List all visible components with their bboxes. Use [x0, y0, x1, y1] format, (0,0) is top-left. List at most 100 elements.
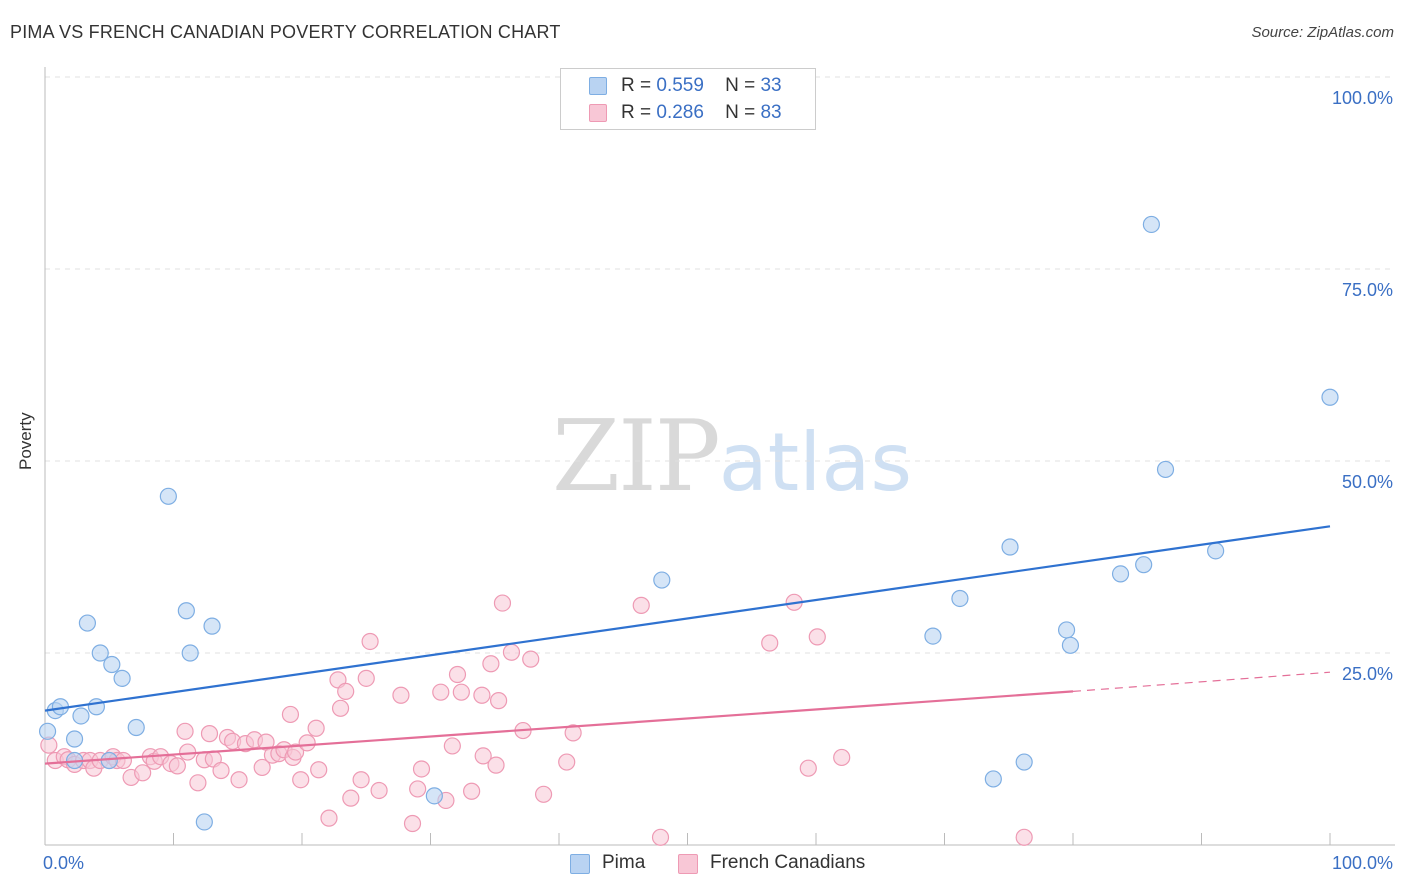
pima-point — [653, 571, 671, 589]
watermark: ZIPatlas — [552, 400, 912, 514]
french-canadians-point — [409, 780, 427, 798]
r-label: R = — [621, 102, 652, 123]
y-tick-label: 100.0% — [1332, 88, 1393, 108]
french-canadians-point — [337, 682, 355, 701]
french-canadians-point — [253, 758, 271, 777]
french-canadians-point — [474, 747, 492, 765]
french-canadians-point — [761, 634, 779, 652]
french-canadians-point — [292, 771, 310, 789]
pima-point — [924, 627, 942, 645]
french-canadians-point — [342, 789, 360, 807]
x-tick-label: 0.0% — [43, 853, 84, 873]
french-canadians-point — [361, 632, 379, 651]
y-tick-label: 25.0% — [1342, 664, 1393, 684]
pima-point — [181, 644, 199, 662]
pima-swatch — [570, 854, 590, 874]
french-canadians-point — [473, 686, 491, 704]
french-canadians-point — [134, 764, 152, 782]
french-canadians-point — [482, 655, 500, 673]
pima-point — [425, 787, 443, 805]
french-legend-label: French Canadians — [710, 852, 866, 873]
french-canadians-point — [320, 809, 338, 827]
french-swatch — [678, 854, 698, 874]
french-canadians-point — [189, 774, 207, 792]
pima-point — [951, 589, 969, 608]
french-canadians-point — [799, 759, 817, 777]
french-canadians-point — [448, 665, 467, 684]
tick-labels: 25.0% 50.0% 75.0% 100.0% 0.0% 100.0% — [43, 88, 1393, 873]
pima-point — [78, 614, 97, 632]
french-canadians-point — [200, 725, 219, 743]
pima-point — [1156, 460, 1175, 479]
chart-title: PIMA VS FRENCH CANADIAN POVERTY CORRELAT… — [10, 22, 561, 42]
n-label: N = — [725, 102, 756, 123]
pima-point — [203, 617, 221, 635]
french-swatch — [589, 104, 607, 122]
french-canadians-point — [281, 705, 300, 724]
pima-point — [127, 718, 145, 737]
pima-point — [1015, 753, 1033, 771]
french-canadians-trend-extension — [1072, 671, 1331, 692]
pima-point — [1142, 215, 1160, 234]
pima-point — [113, 669, 131, 687]
french-canadians-point — [392, 686, 410, 704]
pima-point — [103, 655, 121, 674]
x-tick-label: 100.0% — [1332, 853, 1393, 873]
pima-point — [87, 698, 106, 716]
french-canadians-point — [357, 669, 375, 687]
pima-point — [1207, 542, 1225, 560]
french-canadians-point — [808, 628, 826, 646]
pima-point — [984, 770, 1002, 788]
french-canadians-point — [502, 643, 521, 661]
french-canadians-point — [463, 782, 481, 800]
french-canadians-point — [370, 781, 388, 800]
n-label: N = — [725, 75, 756, 96]
french-canadians-point — [452, 683, 470, 701]
french-canadians-point — [286, 743, 305, 761]
french-canadians-point — [403, 814, 422, 833]
french-canadians-point — [432, 683, 450, 701]
r-label: R = — [621, 75, 652, 96]
french-canadians-point — [522, 650, 540, 668]
french-n-value: 83 — [760, 102, 782, 123]
axes — [44, 67, 1395, 846]
y-axis-label: Poverty — [16, 412, 35, 470]
correlation-legend: R = 0.559 N = 33 R = 0.286 N = 83 — [560, 68, 816, 130]
french-canadians-point — [331, 699, 350, 717]
french-canadians-point — [412, 760, 431, 778]
watermark-atlas: atlas — [718, 416, 913, 509]
french-canadians-point — [168, 757, 186, 775]
pima-point — [38, 722, 57, 740]
gridlines — [45, 76, 1395, 654]
pima-trend-line — [44, 525, 1331, 712]
french-canadians-point — [176, 722, 194, 740]
pima-point — [159, 487, 177, 505]
pima-point — [1001, 538, 1019, 556]
french-canadians-point — [534, 785, 553, 803]
french-canadians-point — [230, 771, 248, 789]
french-canadians-point — [1015, 828, 1033, 846]
french-canadians-point — [352, 771, 370, 789]
pima-point — [1321, 388, 1339, 406]
watermark-zip: ZIP — [552, 400, 721, 514]
pima-legend-label: Pima — [602, 852, 646, 873]
y-tick-label: 50.0% — [1342, 472, 1393, 492]
trend-lines — [44, 525, 1331, 765]
french-canadians-point — [833, 748, 851, 767]
french-canadians-points — [40, 593, 1033, 846]
french-canadians-point — [179, 743, 197, 761]
french-r-value: 0.286 — [656, 102, 704, 123]
pima-point — [1061, 636, 1080, 654]
pima-n-value: 33 — [760, 75, 782, 96]
french-canadians-point — [651, 828, 670, 846]
french-canadians-point — [487, 756, 505, 774]
french-canadians-trend-line — [44, 690, 1074, 765]
pima-point — [1057, 621, 1076, 639]
french-canadians-point — [493, 594, 512, 612]
french-canadians-point — [564, 724, 582, 742]
y-tick-label: 75.0% — [1342, 280, 1393, 300]
french-canadians-point — [212, 761, 230, 780]
pima-point — [91, 644, 109, 662]
pima-point — [1135, 556, 1153, 574]
